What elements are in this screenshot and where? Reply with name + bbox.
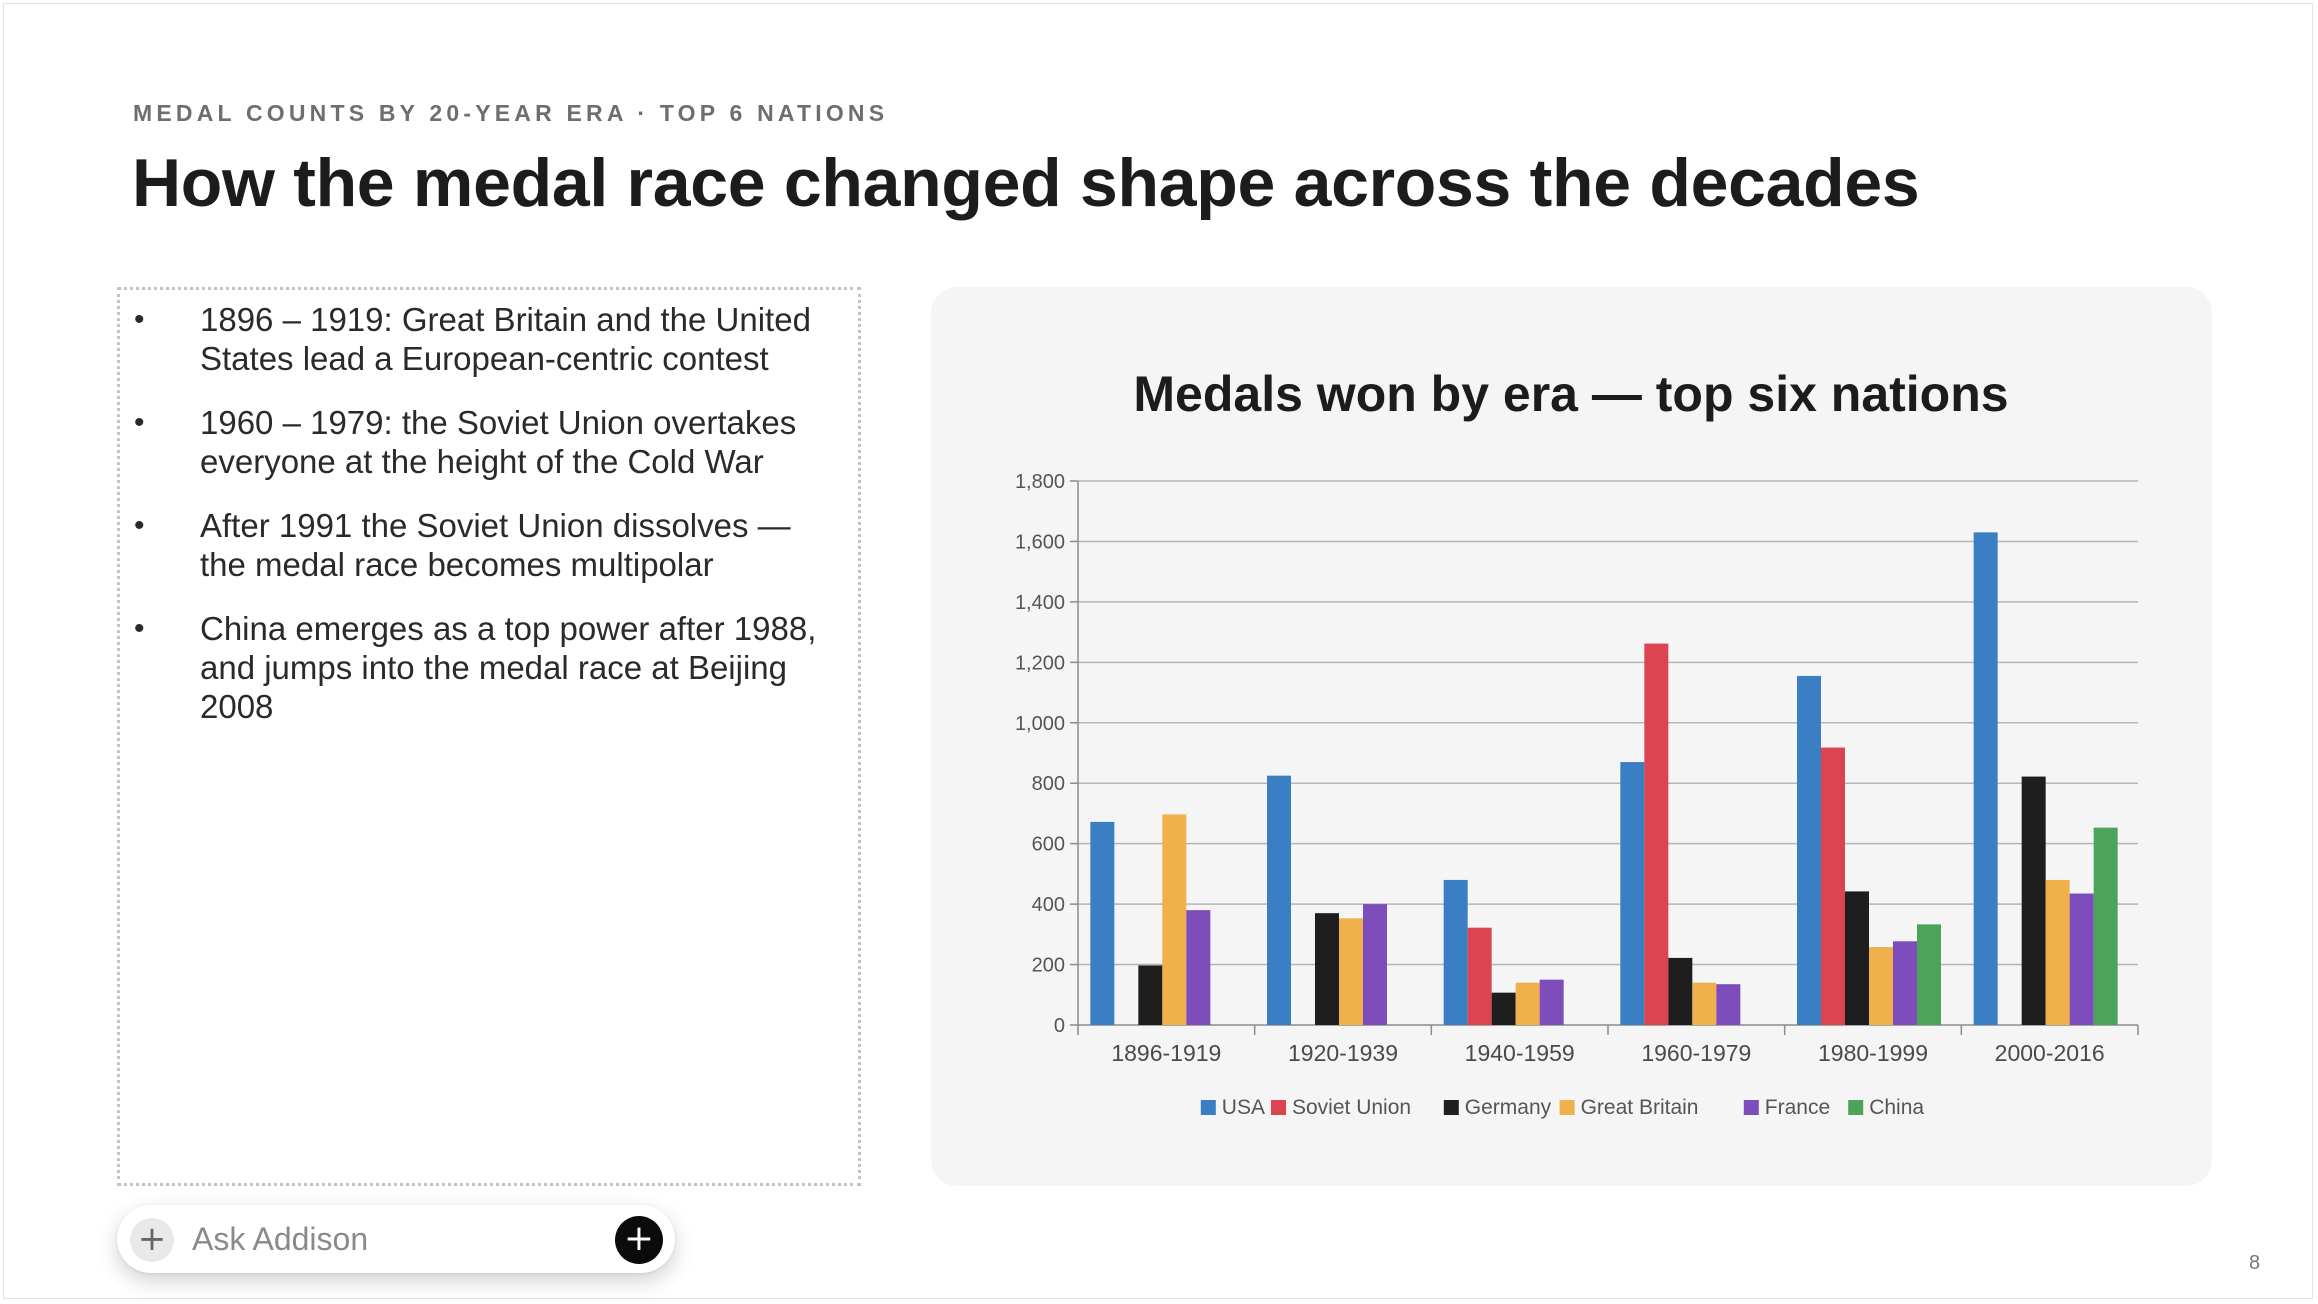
y-tick-label: 400 bbox=[1032, 894, 1065, 916]
legend-swatch bbox=[1559, 1100, 1575, 1115]
legend-swatch bbox=[1848, 1100, 1864, 1115]
bar bbox=[1186, 910, 1211, 1025]
bar bbox=[1917, 924, 1941, 1025]
x-tick-label: 1940-1959 bbox=[1465, 1040, 1575, 1066]
slide-title: How the medal race changed shape across … bbox=[132, 145, 1920, 221]
bar bbox=[1644, 643, 1669, 1025]
y-tick-label: 1,800 bbox=[1015, 471, 1065, 493]
ask-input[interactable] bbox=[192, 1215, 552, 1263]
x-tick-label: 1920-1939 bbox=[1288, 1040, 1398, 1066]
bar bbox=[1821, 747, 1845, 1025]
legend-label: Great Britain bbox=[1581, 1096, 1699, 1119]
plus-icon[interactable]: + bbox=[130, 1218, 174, 1262]
bar bbox=[1267, 775, 1291, 1025]
bullet-dot-icon: • bbox=[134, 406, 145, 439]
legend-label: USA bbox=[1222, 1096, 1265, 1119]
bar bbox=[1138, 965, 1163, 1025]
x-tick-label: 2000-2016 bbox=[1995, 1040, 2105, 1066]
bar bbox=[1515, 982, 1540, 1025]
bar bbox=[1363, 904, 1387, 1025]
y-tick-label: 1,400 bbox=[1015, 592, 1065, 614]
y-tick-label: 600 bbox=[1032, 834, 1065, 856]
bar bbox=[1973, 532, 1998, 1025]
chart-panel[interactable]: Medals won by era — top six nations 0 200 4… bbox=[931, 287, 2212, 1186]
bar bbox=[1869, 947, 1893, 1025]
bar bbox=[1845, 891, 1869, 1025]
x-tick-label: 1960-1979 bbox=[1641, 1040, 1751, 1066]
y-tick-label: 0 bbox=[1054, 1015, 1065, 1037]
bullet-list: • 1896 – 1919: Great Britain and the Unit… bbox=[120, 300, 820, 751]
bullet-item: • After 1991 the Soviet Union dissolves —… bbox=[120, 506, 820, 584]
bullet-text: After 1991 the Soviet Union dissolves — … bbox=[200, 507, 791, 583]
bar bbox=[1491, 992, 1516, 1025]
bar bbox=[1443, 879, 1468, 1025]
bullet-item: • 1896 – 1919: Great Britain and the Unit… bbox=[120, 300, 820, 378]
legend-label: China bbox=[1869, 1096, 1924, 1119]
bar bbox=[2021, 776, 2046, 1025]
bar bbox=[1692, 982, 1717, 1025]
bar bbox=[2045, 879, 2070, 1025]
bar bbox=[1090, 821, 1115, 1025]
bar bbox=[1620, 762, 1645, 1025]
y-tick-label: 200 bbox=[1032, 955, 1065, 977]
bar bbox=[1668, 957, 1693, 1025]
y-tick-label: 1,200 bbox=[1015, 652, 1065, 674]
bullet-text: 1896 – 1919: Great Britain and the Unite… bbox=[200, 301, 811, 377]
bar bbox=[1716, 984, 1741, 1025]
legend-label: France bbox=[1765, 1096, 1830, 1119]
legend-label: Germany bbox=[1465, 1096, 1552, 1119]
legend-swatch bbox=[1271, 1100, 1286, 1115]
bar bbox=[1162, 814, 1187, 1025]
x-tick-label: 1896-1919 bbox=[1111, 1040, 1221, 1066]
bar bbox=[1893, 941, 1917, 1025]
chart-title: Medals won by era — top six nations bbox=[1133, 366, 2008, 422]
y-tick-label: 800 bbox=[1032, 773, 1065, 795]
bullet-item: • 1960 – 1979: the Soviet Union overtakes… bbox=[120, 403, 820, 481]
bar-chart: Medals won by era — top six nations 0 200 4… bbox=[1015, 366, 2139, 1119]
bar bbox=[2069, 893, 2094, 1025]
legend-label: Soviet Union bbox=[1292, 1096, 1411, 1119]
plus-circle-icon[interactable]: + bbox=[615, 1216, 663, 1264]
bar bbox=[1467, 927, 1492, 1025]
ask-addison-bar: + + bbox=[117, 1205, 675, 1273]
legend-swatch bbox=[1200, 1100, 1216, 1115]
bullet-item: • China emerges as a top power after 1988… bbox=[120, 609, 820, 726]
y-tick-label: 1,000 bbox=[1015, 713, 1065, 735]
slide: MEDAL COUNTS BY 20-YEAR ERA · TOP 6 NATI… bbox=[3, 3, 2313, 1299]
bullet-text: China emerges as a top power after 1988,… bbox=[200, 610, 817, 725]
legend-swatch bbox=[1743, 1100, 1759, 1115]
bar bbox=[2093, 827, 2118, 1025]
bullet-dot-icon: • bbox=[134, 303, 145, 336]
bar bbox=[1339, 918, 1363, 1025]
bar bbox=[1797, 675, 1821, 1025]
bullet-dot-icon: • bbox=[134, 509, 145, 542]
slide-eyebrow: MEDAL COUNTS BY 20-YEAR ERA · TOP 6 NATI… bbox=[133, 100, 889, 126]
x-tick-label: 1980-1999 bbox=[1818, 1040, 1928, 1066]
bar bbox=[1315, 913, 1339, 1025]
notes-text-box[interactable]: • 1896 – 1919: Great Britain and the Unit… bbox=[117, 287, 861, 1186]
bullet-dot-icon: • bbox=[134, 612, 145, 645]
legend-swatch bbox=[1443, 1100, 1459, 1115]
bullet-text: 1960 – 1979: the Soviet Union overtakes … bbox=[200, 404, 797, 480]
y-tick-label: 1,600 bbox=[1015, 531, 1065, 553]
bar bbox=[1539, 979, 1564, 1025]
page-number: 8 bbox=[2249, 1252, 2261, 1274]
